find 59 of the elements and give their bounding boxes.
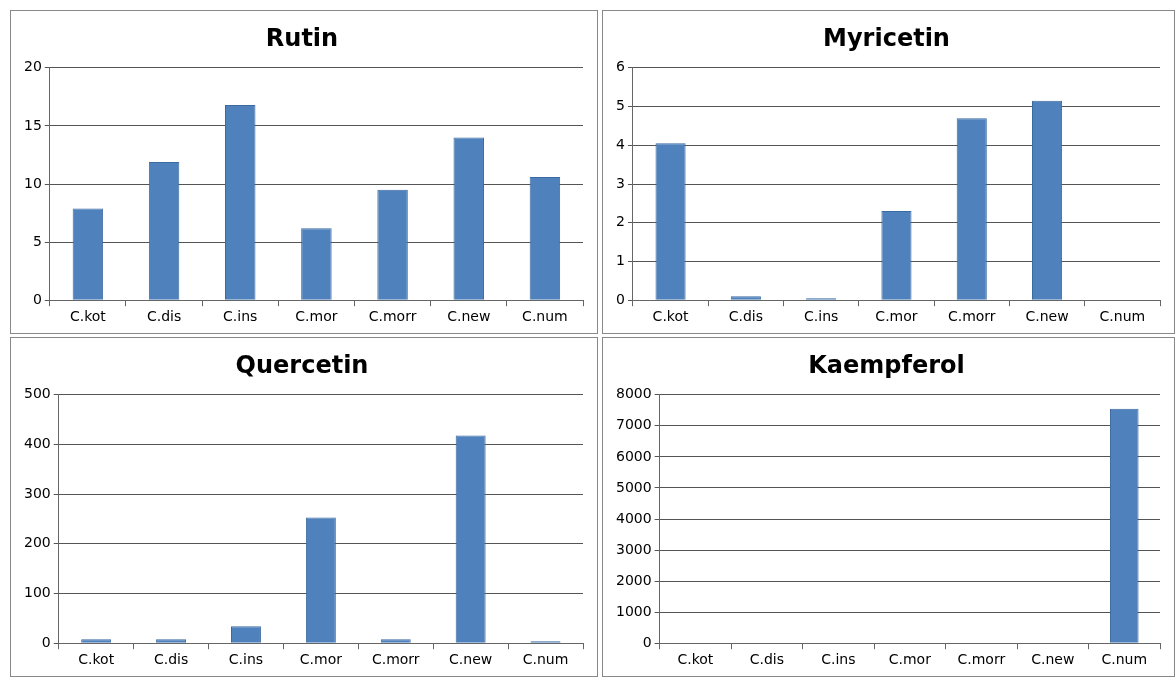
x-tick-label: C.morr	[368, 308, 417, 325]
chart-title: Quercetin	[235, 350, 369, 379]
x-tick-label: C.ins	[804, 308, 839, 325]
y-tick-label: 4000	[615, 509, 652, 526]
x-tick-label: C.morr	[957, 651, 1006, 668]
x-tick-label: C.ins	[223, 308, 258, 325]
y-tick-label: 10	[23, 174, 42, 191]
y-tick-label: 1	[615, 252, 625, 269]
y-tick-label: 2000	[615, 571, 652, 588]
x-tick-label: C.kot	[78, 651, 115, 668]
x-tick-label: C.mor	[299, 651, 343, 668]
y-tick-label: 8000	[615, 385, 652, 402]
x-tick-label: C.num	[1101, 651, 1148, 668]
x-tick-label: C.kot	[69, 308, 107, 325]
x-tick-label: C.dis	[728, 308, 763, 325]
y-tick-label: 0	[642, 633, 652, 650]
chart-title: Myricetin	[823, 23, 950, 52]
x-tick-label: C.ins	[228, 651, 264, 668]
x-tick-label: C.num	[522, 651, 569, 668]
x-tick-label: C.ins	[821, 651, 856, 668]
y-tick-label: 2	[615, 213, 625, 230]
chart-title: Rutin	[265, 23, 339, 52]
chart-title: Kaempferol	[808, 350, 965, 379]
x-tick-label: C.new	[1031, 651, 1075, 668]
y-tick-label: 4	[615, 135, 625, 152]
x-tick-label: C.new	[1025, 308, 1069, 325]
x-tick-label: C.num	[522, 308, 568, 325]
y-tick-label: 5000	[615, 478, 652, 495]
y-tick-label: 3000	[615, 540, 652, 557]
y-tick-label: 6	[615, 58, 625, 75]
y-tick-label: 20	[23, 58, 42, 75]
x-tick-label: C.dis	[146, 308, 182, 325]
x-tick-label: C.mor	[888, 651, 932, 668]
x-tick-label: C.kot	[652, 308, 690, 325]
y-tick-label: 0	[615, 290, 625, 307]
x-tick-label: C.kot	[677, 651, 714, 668]
y-tick-label: 7000	[615, 416, 652, 433]
x-tick-label: C.dis	[749, 651, 784, 668]
x-tick-label: C.num	[1099, 308, 1146, 325]
y-tick-label: 5	[615, 97, 625, 114]
x-tick-label: C.morr	[371, 651, 420, 668]
y-tick-label: 6000	[615, 447, 652, 464]
x-tick-label: C.new	[449, 651, 493, 668]
y-tick-label: 500	[23, 385, 51, 402]
y-tick-label: 0	[41, 633, 51, 650]
y-tick-label: 300	[23, 484, 51, 501]
y-tick-label: 200	[23, 534, 51, 551]
y-tick-label: 15	[23, 116, 42, 133]
y-tick-label: 1000	[615, 602, 652, 619]
y-tick-label: 100	[23, 584, 51, 601]
y-tick-label: 0	[32, 290, 42, 307]
y-tick-label: 3	[615, 174, 625, 191]
y-tick-label: 400	[23, 435, 51, 452]
x-tick-label: C.morr	[947, 308, 996, 325]
x-tick-label: C.mor	[295, 308, 338, 325]
x-tick-label: C.new	[447, 308, 491, 325]
x-tick-label: C.dis	[153, 651, 189, 668]
x-tick-label: C.mor	[875, 308, 918, 325]
y-tick-label: 5	[32, 232, 42, 249]
